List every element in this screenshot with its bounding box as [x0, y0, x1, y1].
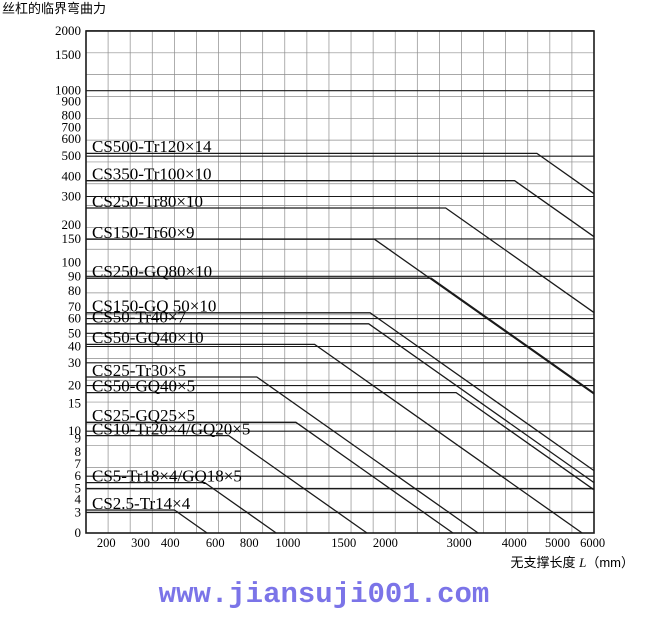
svg-text:6000: 6000: [580, 536, 605, 550]
svg-text:1000: 1000: [275, 536, 300, 550]
svg-text:20: 20: [68, 378, 81, 393]
svg-text:40: 40: [68, 339, 81, 354]
svg-text:0: 0: [75, 525, 82, 540]
svg-text:200: 200: [62, 217, 82, 232]
svg-text:80: 80: [68, 283, 81, 298]
svg-text:600: 600: [206, 536, 225, 550]
svg-text:900: 900: [62, 94, 82, 109]
svg-text:CS50-GQ40×5: CS50-GQ40×5: [92, 376, 195, 395]
svg-text:CS10-Tr20×4/GQ20×5: CS10-Tr20×4/GQ20×5: [92, 419, 250, 438]
svg-text:CS2.5-Tr14×4: CS2.5-Tr14×4: [92, 494, 191, 513]
svg-text:CS50-GQ40×10: CS50-GQ40×10: [92, 328, 204, 347]
svg-text:30: 30: [68, 355, 81, 370]
svg-text:150: 150: [62, 231, 82, 246]
svg-text:CS150-Tr60×9: CS150-Tr60×9: [92, 223, 195, 242]
svg-text:CS250-Tr80×10: CS250-Tr80×10: [92, 192, 203, 211]
svg-text:CS350-Tr100×10: CS350-Tr100×10: [92, 165, 212, 184]
svg-text:300: 300: [62, 189, 82, 204]
svg-text:400: 400: [161, 536, 180, 550]
svg-text:500: 500: [62, 148, 82, 163]
svg-text:1500: 1500: [55, 47, 81, 62]
svg-text:90: 90: [68, 268, 81, 283]
svg-text:5000: 5000: [545, 536, 570, 550]
svg-text:2000: 2000: [373, 536, 398, 550]
svg-text:2000: 2000: [55, 23, 81, 38]
svg-text:CS50-Tr40×7: CS50-Tr40×7: [92, 308, 186, 327]
svg-text:4000: 4000: [502, 536, 527, 550]
svg-text:1500: 1500: [331, 536, 356, 550]
svg-text:无支撑长度 L（mm）: 无支撑长度 L（mm）: [510, 555, 634, 570]
svg-text:15: 15: [68, 396, 81, 411]
svg-text:100: 100: [62, 254, 82, 269]
svg-text:60: 60: [68, 311, 81, 326]
svg-text:600: 600: [62, 131, 82, 146]
svg-text:丝杠的临界弯曲力: 丝杠的临界弯曲力: [2, 1, 106, 16]
svg-text:CS5-Tr18×4/GQ18×5: CS5-Tr18×4/GQ18×5: [92, 466, 242, 485]
svg-text:CS500-Tr120×14: CS500-Tr120×14: [92, 137, 212, 156]
svg-text:200: 200: [97, 536, 116, 550]
svg-text:3: 3: [75, 505, 82, 520]
svg-text:3000: 3000: [447, 536, 472, 550]
svg-text:www.jiansuji001.com: www.jiansuji001.com: [159, 578, 490, 611]
svg-text:400: 400: [62, 169, 82, 184]
svg-text:800: 800: [240, 536, 259, 550]
svg-text:CS250-GQ80×10: CS250-GQ80×10: [92, 262, 212, 281]
svg-text:300: 300: [131, 536, 150, 550]
